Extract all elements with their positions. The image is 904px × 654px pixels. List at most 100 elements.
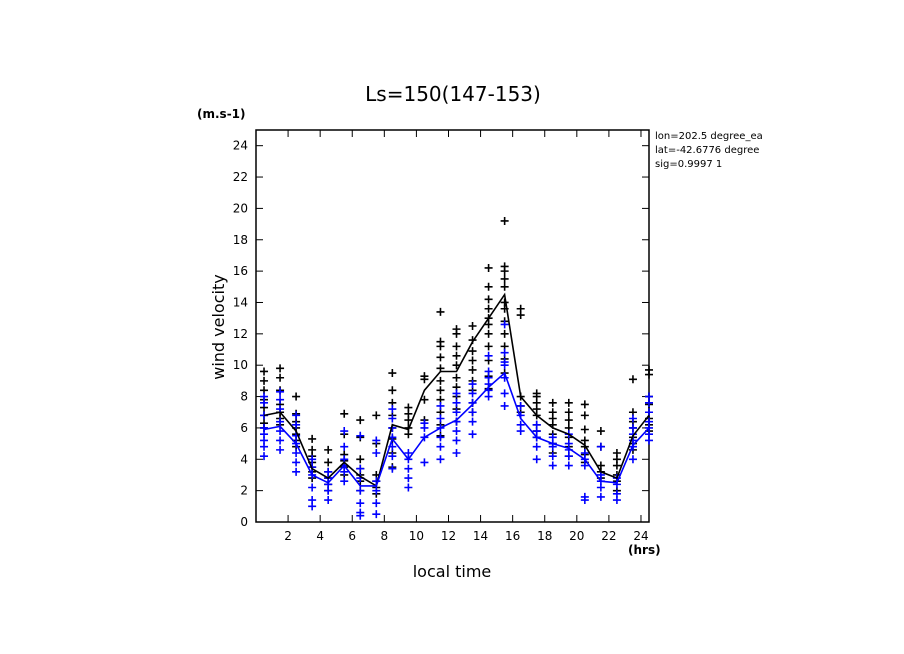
data-point	[404, 464, 413, 473]
x-tick-label: 16	[505, 529, 520, 543]
y-tick-label: 22	[233, 170, 248, 184]
data-point	[436, 401, 445, 410]
data-point	[292, 449, 301, 458]
data-point	[484, 342, 493, 351]
data-point	[468, 365, 477, 374]
y-tick-label: 6	[240, 421, 248, 435]
x-tick-label: 10	[409, 529, 424, 543]
data-point	[436, 442, 445, 451]
data-point	[436, 376, 445, 385]
data-point	[436, 353, 445, 362]
data-point	[468, 322, 477, 330]
data-point	[276, 445, 285, 454]
data-point	[484, 304, 493, 313]
series-mean-line-1	[263, 371, 650, 487]
data-point	[468, 430, 477, 439]
x-tick-label: 2	[284, 529, 292, 543]
y-tick-label: 10	[233, 358, 248, 372]
data-point	[260, 367, 269, 376]
data-point	[356, 464, 365, 473]
data-point	[452, 436, 461, 445]
data-point	[452, 389, 461, 398]
data-point	[388, 386, 397, 395]
data-point	[564, 439, 573, 448]
data-point	[628, 455, 637, 464]
data-point	[260, 376, 269, 385]
data-point	[516, 401, 525, 410]
data-point	[276, 417, 285, 426]
data-point	[612, 449, 621, 458]
data-point	[308, 445, 317, 454]
data-point	[532, 389, 541, 398]
data-point	[468, 380, 477, 389]
data-point	[292, 411, 301, 420]
data-point	[500, 401, 509, 410]
data-point	[564, 416, 573, 425]
annotation-lon: lon=202.5 degree_ea	[655, 131, 763, 142]
y-tick-label: 24	[233, 139, 248, 153]
data-point	[452, 325, 461, 334]
data-point	[500, 329, 509, 338]
data-point	[260, 392, 269, 401]
data-point	[388, 369, 397, 378]
data-point	[628, 375, 637, 384]
data-point	[596, 427, 605, 436]
data-point	[372, 411, 381, 420]
x-tick-label: 22	[601, 529, 616, 543]
data-point	[276, 373, 285, 382]
data-point	[356, 416, 365, 425]
data-point	[500, 262, 509, 271]
data-point	[500, 274, 509, 283]
data-point	[548, 452, 557, 461]
data-point	[308, 434, 317, 443]
data-point	[436, 307, 445, 316]
data-point	[388, 405, 397, 414]
data-point	[548, 408, 557, 417]
data-point	[356, 431, 365, 440]
data-point	[452, 449, 461, 458]
data-point	[500, 282, 509, 291]
data-point	[356, 499, 365, 508]
data-point	[468, 398, 477, 407]
data-point	[324, 467, 333, 476]
data-point	[645, 408, 653, 417]
y-tick-label: 4	[240, 452, 248, 466]
x-tick-label: 6	[348, 529, 356, 543]
data-point	[308, 455, 317, 464]
data-point	[452, 408, 461, 417]
data-point	[452, 351, 461, 360]
data-point	[516, 420, 525, 429]
y-tick-label: 20	[233, 201, 248, 215]
x-tick-label: 8	[381, 529, 389, 543]
data-point	[645, 365, 653, 374]
data-point	[484, 329, 493, 338]
data-point	[340, 477, 349, 486]
data-point	[468, 389, 477, 398]
data-point	[308, 483, 317, 492]
data-point	[484, 263, 493, 272]
plot-frame	[255, 129, 650, 523]
y-tick-label: 8	[240, 390, 248, 404]
data-point	[260, 452, 269, 461]
data-point	[388, 464, 397, 473]
mean-lines	[263, 292, 650, 488]
data-point	[292, 420, 301, 429]
data-point	[324, 496, 333, 505]
data-point	[356, 455, 365, 464]
data-point	[372, 486, 381, 495]
x-tick-label: 24	[633, 529, 648, 543]
data-point	[468, 356, 477, 365]
x-tick-label: 18	[537, 529, 552, 543]
data-point	[596, 492, 605, 501]
data-point	[596, 461, 605, 470]
data-point	[324, 445, 333, 454]
x-axis-label: local time	[413, 562, 492, 581]
data-point	[340, 442, 349, 451]
data-point	[468, 347, 477, 356]
data-point	[372, 510, 381, 519]
data-point	[324, 458, 333, 467]
data-point	[500, 348, 509, 357]
data-point	[452, 373, 461, 382]
data-point	[580, 425, 589, 434]
data-point	[404, 483, 413, 492]
